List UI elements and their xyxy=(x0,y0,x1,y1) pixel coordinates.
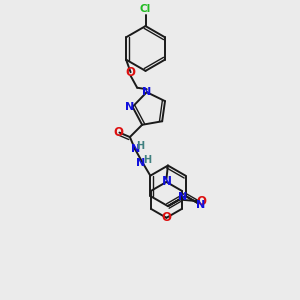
Text: N: N xyxy=(142,87,151,97)
Text: Cl: Cl xyxy=(140,4,151,14)
Text: N: N xyxy=(136,158,145,168)
Text: N: N xyxy=(130,144,140,154)
Text: N: N xyxy=(125,102,134,112)
Text: N: N xyxy=(178,193,188,202)
Text: N: N xyxy=(161,176,171,188)
Text: N: N xyxy=(196,200,205,210)
Text: H: H xyxy=(143,155,151,165)
Text: O: O xyxy=(113,126,123,139)
Text: O: O xyxy=(126,66,136,79)
Text: H: H xyxy=(136,141,145,152)
Text: O: O xyxy=(196,195,206,208)
Text: O: O xyxy=(161,211,171,224)
